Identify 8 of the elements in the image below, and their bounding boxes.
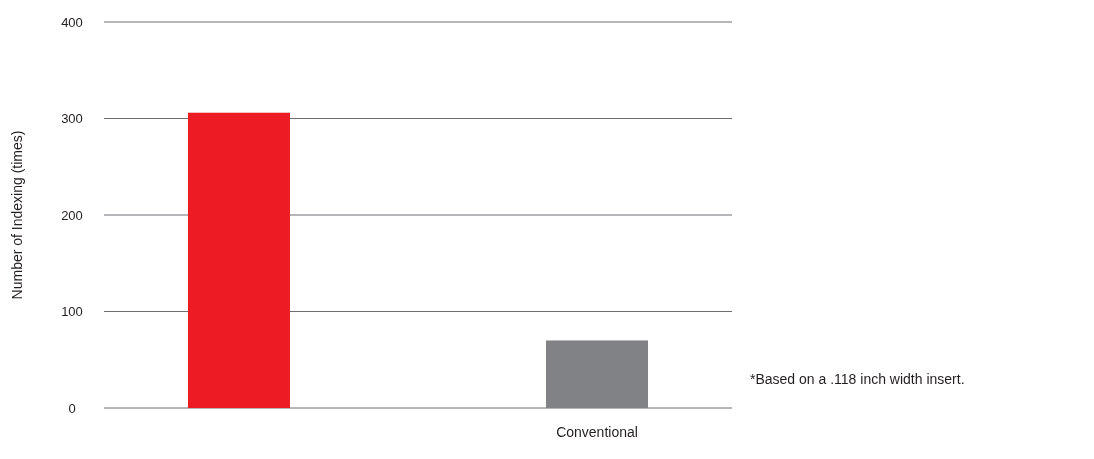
y-axis-title: Number of Indexing (times)	[9, 130, 25, 300]
y-tick-label: 100	[61, 304, 83, 320]
y-tick-label: 0	[68, 400, 76, 416]
text: *Based on a .118 inch width insert.	[750, 371, 965, 387]
y-tick-label: 300	[61, 111, 83, 127]
y-tick-label: 400	[61, 14, 83, 30]
x-tick-label: Conventional	[556, 424, 638, 440]
y-tick-label: 200	[61, 207, 83, 223]
